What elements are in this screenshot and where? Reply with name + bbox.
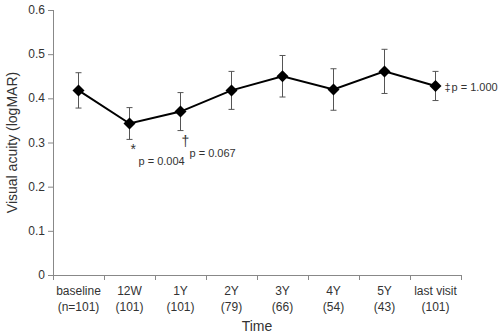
data-marker (175, 106, 187, 118)
data-marker (73, 84, 85, 96)
x-tick-label: 5Y (43) (374, 284, 395, 314)
annotation-symbol: † (182, 133, 190, 149)
x-tick-label: last visit (101) (414, 284, 457, 314)
error-bar-cap (382, 93, 388, 94)
x-tick (461, 275, 462, 280)
data-marker (277, 70, 289, 82)
x-tick-label: 2Y (79) (221, 284, 242, 314)
error-bar-cap (127, 139, 133, 140)
y-tick-label: 0.1 (28, 224, 45, 238)
y-tick (48, 98, 53, 99)
error-bar-cap (76, 72, 82, 73)
error-bar-cap (331, 68, 337, 69)
error-bar-cap (280, 55, 286, 56)
x-tick-label-line: 2Y (224, 284, 239, 298)
y-tick-label: 0.4 (28, 91, 45, 105)
plot-marks (73, 49, 442, 139)
data-marker (379, 65, 391, 77)
y-tick-label: 0.6 (28, 3, 45, 17)
data-marker (226, 84, 238, 96)
y-axis-title: Visual acuity (logMAR) (4, 72, 20, 213)
y-tick (48, 231, 53, 232)
y-tick (48, 54, 53, 55)
x-tick (359, 275, 360, 280)
x-tick-label-line: last visit (414, 284, 457, 298)
y-tick (48, 143, 53, 144)
annotation-symbol: * (131, 141, 137, 157)
x-tick (257, 275, 258, 280)
y-tick-label: 0.5 (28, 47, 45, 61)
x-tick-label: 1Y (101) (166, 284, 194, 314)
x-tick-label-line: 4Y (326, 284, 341, 298)
x-tick-label-line: (43) (374, 300, 395, 314)
x-tick-label: 12W (101) (115, 284, 143, 314)
annotation-text: p = 1.000 (452, 81, 498, 93)
annotation-text: p = 0.067 (190, 147, 236, 159)
x-tick-label: baseline (n=101) (56, 284, 101, 314)
error-bar-cap (382, 49, 388, 50)
data-marker (430, 80, 442, 92)
x-tick-label-line: 12W (117, 284, 142, 298)
chart-svg: 0 0.1 0.2 0.3 0.4 0.5 0.6 baseline (n=101) 12W (10… (0, 0, 500, 335)
y-tick-label: 0.2 (28, 180, 45, 194)
x-tick-label-line: (101) (166, 300, 194, 314)
error-bar-cap (76, 108, 82, 109)
x-tick (104, 275, 105, 280)
x-tick-label-line: (101) (115, 300, 143, 314)
data-line (79, 71, 436, 123)
data-marker (124, 118, 136, 130)
data-marker (328, 84, 340, 96)
y-axis (53, 10, 54, 275)
chart-container: 0 0.1 0.2 0.3 0.4 0.5 0.6 baseline (n=101) 12W (10… (0, 0, 500, 335)
y-tick (48, 10, 53, 11)
x-tick-label-line: (n=101) (58, 300, 100, 314)
x-tick (410, 275, 411, 280)
x-tick-label-line: 5Y (377, 284, 392, 298)
error-bar-cap (229, 109, 235, 110)
error-bar-cap (229, 71, 235, 72)
x-tick-label-line: baseline (56, 284, 101, 298)
x-tick-label-line: (79) (221, 300, 242, 314)
error-bar-cap (331, 110, 337, 111)
error-bar-cap (280, 97, 286, 98)
x-tick (206, 275, 207, 280)
error-bar-cap (433, 71, 439, 72)
x-axis-title: Time (242, 318, 273, 334)
x-tick-label: 4Y (54) (323, 284, 344, 314)
error-bar-cap (178, 130, 184, 131)
x-tick-label-line: (66) (272, 300, 293, 314)
error-bar-cap (433, 100, 439, 101)
error-bar-cap (178, 92, 184, 93)
x-tick-label-line: 1Y (173, 284, 188, 298)
y-tick-label: 0 (38, 268, 45, 282)
x-tick (53, 275, 54, 280)
x-tick-label-line: 3Y (275, 284, 290, 298)
y-tick-label: 0.3 (28, 136, 45, 150)
y-tick (48, 275, 53, 276)
annotation-symbol: ‡ (445, 81, 451, 93)
annotation-text: p = 0.004 (139, 155, 185, 167)
error-bar-cap (127, 107, 133, 108)
x-tick-label-line: (101) (421, 300, 449, 314)
x-tick (308, 275, 309, 280)
x-tick (155, 275, 156, 280)
y-tick (48, 187, 53, 188)
x-tick-label-line: (54) (323, 300, 344, 314)
x-tick-label: 3Y (66) (272, 284, 293, 314)
